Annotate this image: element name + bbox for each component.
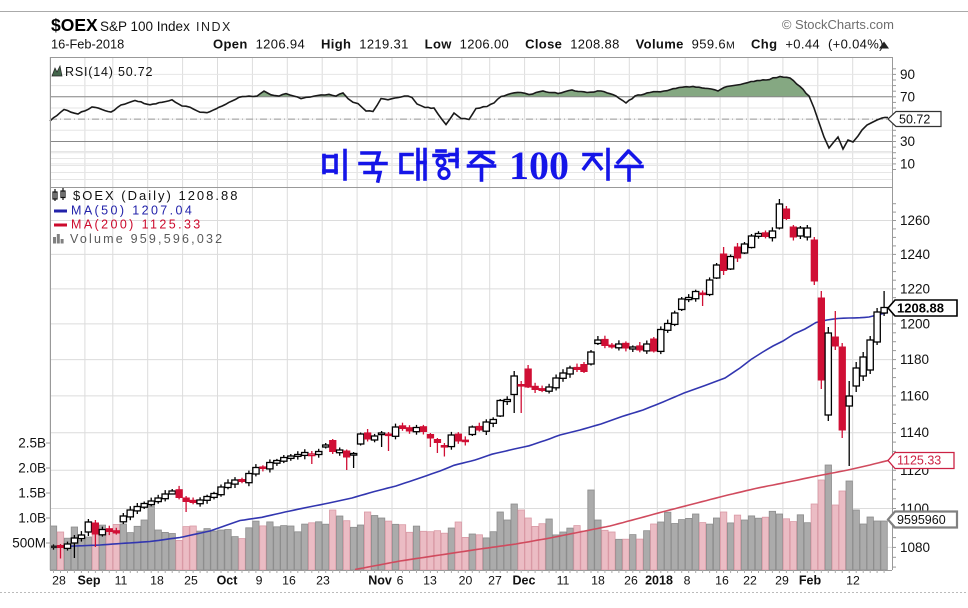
svg-text:500M: 500M	[12, 536, 46, 551]
svg-text:12: 12	[846, 574, 860, 588]
svg-text:16-Feb-2018: 16-Feb-2018	[51, 37, 124, 52]
svg-text:9: 9	[256, 574, 263, 588]
svg-text:11: 11	[557, 574, 570, 588]
svg-text:2.0B: 2.0B	[18, 461, 46, 476]
svg-text:29: 29	[775, 574, 789, 588]
svg-text:18: 18	[591, 574, 605, 588]
svg-text:1240: 1240	[900, 247, 930, 262]
svg-text:RSI(14) 50.72: RSI(14) 50.72	[65, 65, 153, 79]
svg-text:27: 27	[488, 574, 502, 588]
svg-text:1125.33: 1125.33	[897, 454, 941, 468]
svg-text:70: 70	[900, 89, 915, 104]
svg-text:Nov: Nov	[368, 574, 392, 588]
svg-text:1220: 1220	[900, 281, 930, 296]
svg-text:Sep: Sep	[78, 574, 101, 588]
svg-text:16: 16	[715, 574, 729, 588]
svg-text:S&P 100 Index: S&P 100 Index	[100, 19, 190, 34]
svg-text:100: 100	[509, 143, 569, 188]
svg-text:1180: 1180	[900, 352, 929, 367]
svg-text:1.0B: 1.0B	[18, 511, 46, 526]
svg-text:1208.88: 1208.88	[897, 301, 944, 316]
svg-text:1.5B: 1.5B	[18, 486, 46, 501]
svg-text:13: 13	[423, 574, 437, 588]
svg-text:8: 8	[684, 574, 691, 588]
svg-text:Volume 959,596,032: Volume 959,596,032	[70, 232, 224, 246]
svg-text:26: 26	[624, 574, 638, 588]
svg-text:11: 11	[115, 574, 128, 588]
svg-text:50.72: 50.72	[899, 113, 930, 127]
svg-text:1200: 1200	[900, 316, 930, 331]
svg-text:$OEX (Daily) 1208.88: $OEX (Daily) 1208.88	[73, 188, 239, 203]
svg-text:1260: 1260	[900, 213, 930, 228]
svg-text:1160: 1160	[900, 388, 929, 403]
svg-text:© StockCharts.com: © StockCharts.com	[782, 17, 894, 32]
svg-text:2018: 2018	[645, 574, 673, 588]
svg-text:1140: 1140	[900, 425, 929, 440]
svg-text:Dec: Dec	[513, 574, 536, 588]
svg-text:28: 28	[52, 574, 66, 588]
svg-text:18: 18	[150, 574, 164, 588]
svg-text:$OEX: $OEX	[51, 15, 98, 35]
svg-text:Feb: Feb	[799, 574, 822, 588]
svg-text:23: 23	[316, 574, 330, 588]
svg-text:MA(50) 1207.04: MA(50) 1207.04	[71, 204, 194, 218]
svg-text:INDX: INDX	[196, 20, 232, 34]
svg-text:9595960: 9595960	[897, 513, 946, 527]
svg-text:2.5B: 2.5B	[18, 436, 46, 451]
svg-text:1080: 1080	[900, 540, 930, 555]
svg-text:16: 16	[282, 574, 296, 588]
svg-text:25: 25	[184, 574, 198, 588]
svg-text:Oct: Oct	[217, 574, 239, 588]
svg-text:22: 22	[743, 574, 757, 588]
svg-text:10: 10	[900, 156, 915, 171]
svg-text:20: 20	[459, 574, 473, 588]
svg-text:90: 90	[900, 67, 915, 82]
svg-text:30: 30	[900, 134, 915, 149]
svg-text:6: 6	[397, 574, 404, 588]
svg-text:Open 1206.94 High 1219.31 Low: Open 1206.94 High 1219.31 Low 1206.00 Cl…	[213, 37, 884, 52]
svg-text:MA(200) 1125.33: MA(200) 1125.33	[71, 218, 203, 232]
